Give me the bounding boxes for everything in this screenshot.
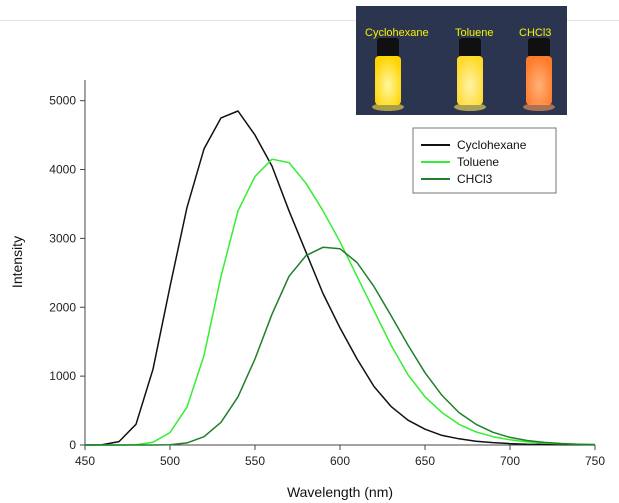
- top-divider-line: [0, 20, 619, 21]
- legend-label-chcl3: CHCl3: [457, 172, 493, 186]
- vial-cap: [377, 38, 399, 58]
- vial-cap: [528, 38, 550, 58]
- vial-glow-reflection: [454, 103, 486, 111]
- x-tick-label: 700: [500, 454, 520, 468]
- series-line-cyclohexane: [84, 110, 596, 446]
- x-tick-label: 550: [245, 454, 265, 468]
- y-axis-title: Intensity: [9, 236, 25, 288]
- photo-label-cyclohexane: Cyclohexane: [365, 27, 429, 39]
- x-ticks: 450 500 550 600 650 700 750: [75, 445, 605, 468]
- x-tick-label: 450: [75, 454, 95, 468]
- vial-toluene: [457, 56, 483, 105]
- plot-area: 450 500 550 600 650 700 750 0 1000 2000 3000 4000 5…: [49, 80, 605, 468]
- x-tick-label: 500: [160, 454, 180, 468]
- vial-glow-reflection: [523, 103, 555, 111]
- x-axis-title: Wavelength (nm): [287, 484, 393, 500]
- photo-label-toluene: Toluene: [455, 27, 494, 39]
- y-tick-label: 5000: [49, 94, 76, 108]
- series-line-toluene: [85, 158, 596, 446]
- vial-chcl3: [526, 56, 552, 105]
- y-ticks: 0 1000 2000 3000 4000 5000: [49, 94, 85, 452]
- legend-label-cyclohexane: Cyclohexane: [457, 138, 527, 152]
- series-lines: [84, 110, 596, 446]
- vial-glow-reflection: [372, 103, 404, 111]
- x-tick-label: 750: [585, 454, 605, 468]
- vial-cap: [459, 38, 481, 58]
- series-line-chcl3: [85, 246, 596, 446]
- legend: Cyclohexane Toluene CHCl3: [412, 127, 557, 194]
- y-tick-label: 0: [69, 438, 76, 452]
- legend-box: [412, 127, 557, 194]
- x-tick-label: 600: [330, 454, 350, 468]
- photo-label-chcl3: CHCl3: [519, 27, 551, 39]
- x-tick-label: 650: [415, 454, 435, 468]
- y-tick-label: 1000: [49, 369, 76, 383]
- y-tick-label: 2000: [49, 300, 76, 314]
- vials-photo: Cyclohexane Toluene CHCl3: [356, 6, 567, 115]
- y-tick-label: 4000: [49, 163, 76, 177]
- vial-cyclohexane: [375, 56, 401, 105]
- y-tick-label: 3000: [49, 231, 76, 245]
- legend-label-toluene: Toluene: [457, 155, 499, 169]
